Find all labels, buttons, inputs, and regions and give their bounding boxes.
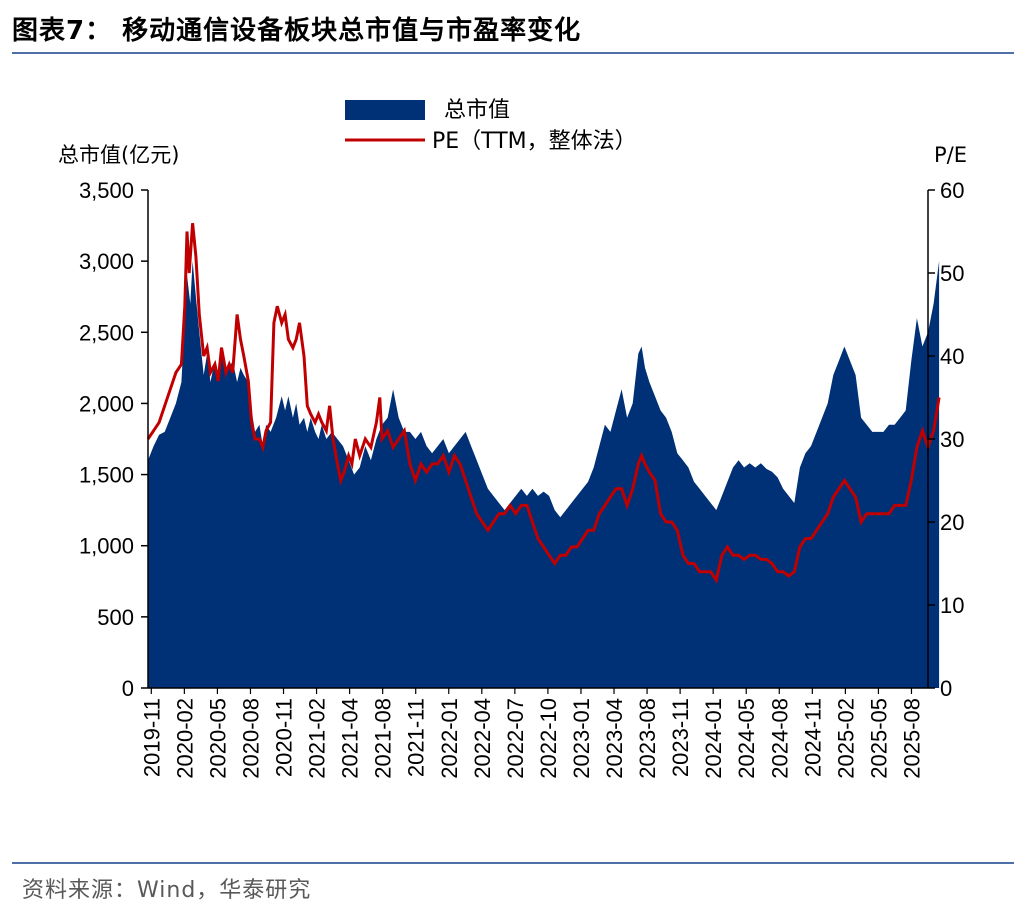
- left-tick-label: 3,500: [79, 178, 134, 203]
- x-tick-label: 2021-08: [371, 698, 396, 779]
- x-tick-label: 2022-04: [470, 698, 495, 779]
- x-tick-label: 2020-08: [239, 698, 264, 779]
- x-tick-label: 2024-05: [734, 698, 759, 779]
- x-tick-label: 2022-07: [503, 698, 528, 779]
- right-axis-title: P/E: [934, 143, 967, 167]
- left-axis: 0 500 1,000 1,500 2,000 2,500 3,000 3,500: [79, 178, 149, 701]
- left-tick-label: 0: [122, 676, 134, 701]
- footer-rule: [12, 862, 1014, 864]
- left-tick-label: 1,000: [79, 534, 134, 559]
- x-tick-label: 2025-08: [900, 698, 925, 779]
- right-axis: 0 10 20 30 40 50 60: [927, 178, 964, 701]
- legend-label-pe: PE（TTM，整体法）: [432, 129, 637, 154]
- x-tick-label: 2024-08: [767, 698, 792, 779]
- x-tick-label: 2025-02: [833, 698, 858, 779]
- title-rule: [12, 52, 1014, 54]
- right-tick-label: 20: [940, 510, 964, 535]
- x-tick-label: 2021-11: [404, 698, 429, 777]
- market-value-area: [148, 261, 940, 688]
- x-tick-label: 2023-01: [569, 698, 594, 779]
- x-axis: 2019-11 2020-02 2020-05 2020-08 2020-11 2021-…: [139, 687, 928, 779]
- x-tick-label: 2020-11: [272, 698, 297, 777]
- legend-swatch-market-value: [345, 100, 425, 120]
- legend: 总市值 PE（TTM，整体法）: [345, 98, 637, 154]
- x-tick-label: 2023-08: [635, 698, 660, 779]
- right-tick-label: 30: [940, 427, 964, 452]
- left-tick-label: 500: [97, 605, 134, 630]
- right-tick-label: 50: [940, 261, 964, 286]
- right-tick-label: 10: [940, 593, 964, 618]
- x-tick-label: 2024-01: [701, 698, 726, 779]
- legend-label-market-value: 总市值: [444, 98, 510, 123]
- right-tick-label: 40: [940, 344, 964, 369]
- x-tick-label: 2019-11: [139, 698, 164, 777]
- x-tick-label: 2025-05: [866, 698, 891, 779]
- x-tick-label: 2024-11: [800, 698, 825, 777]
- left-tick-label: 2,500: [79, 320, 134, 345]
- x-tick-label: 2020-02: [172, 698, 197, 779]
- x-tick-label: 2023-11: [668, 698, 693, 777]
- x-tick-label: 2020-05: [205, 698, 230, 779]
- left-tick-label: 2,000: [79, 391, 134, 416]
- right-tick-label: 0: [940, 676, 952, 701]
- x-tick-label: 2022-01: [437, 698, 462, 779]
- chart: 0 500 1,000 1,500 2,000 2,500 3,000 3,500 0 10 20…: [58, 98, 967, 779]
- left-axis-title: 总市值(亿元): [58, 143, 179, 167]
- plot-area: [146, 223, 941, 688]
- x-tick-label: 2023-04: [602, 698, 627, 779]
- left-tick-label: 3,000: [79, 249, 134, 274]
- chart-title: 图表7： 移动通信设备板块总市值与市盈率变化: [12, 16, 582, 46]
- pe-line: [146, 223, 941, 584]
- x-tick-label: 2021-04: [338, 698, 363, 779]
- x-tick-label: 2021-02: [305, 698, 330, 779]
- x-tick-label: 2022-10: [536, 698, 561, 779]
- left-tick-label: 1,500: [79, 463, 134, 488]
- right-tick-label: 60: [940, 178, 964, 203]
- source-note: 资料来源：Wind，华泰研究: [22, 878, 312, 903]
